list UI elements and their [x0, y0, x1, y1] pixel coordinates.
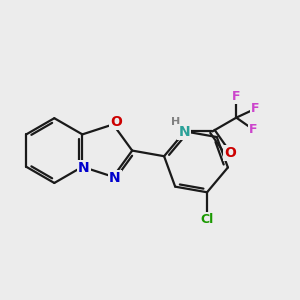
Text: N: N — [178, 125, 190, 139]
Text: F: F — [251, 102, 260, 115]
Text: F: F — [249, 123, 258, 136]
Text: Cl: Cl — [200, 213, 214, 226]
Text: N: N — [78, 161, 90, 175]
Text: H: H — [171, 117, 181, 127]
Text: F: F — [232, 90, 241, 103]
Text: O: O — [224, 146, 236, 160]
Text: O: O — [110, 115, 122, 129]
Text: N: N — [109, 171, 120, 185]
